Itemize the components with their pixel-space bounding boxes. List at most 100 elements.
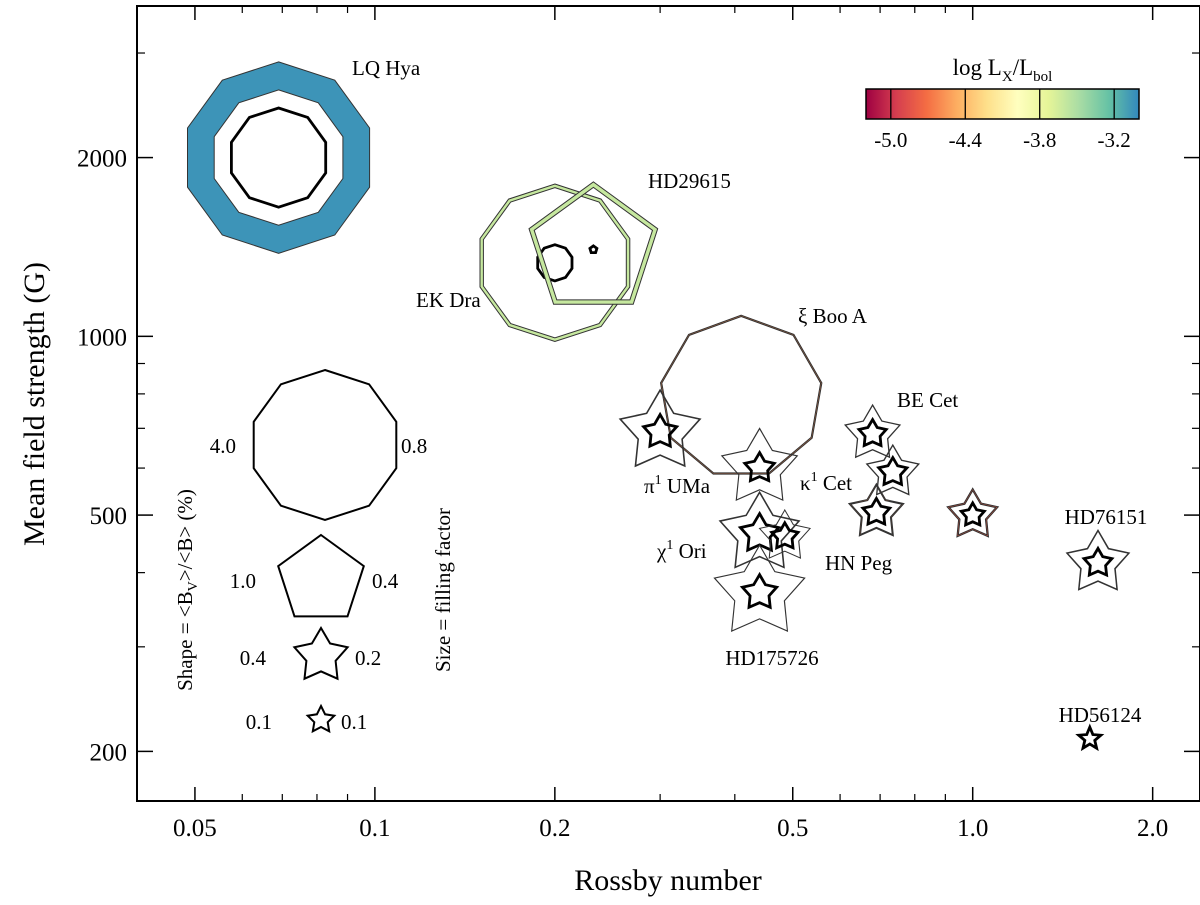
shape-size-legend: 4.0 0.8 1.0 0.4 0.4 0.2 0.1 0.1 Shape = <BV>/<B>…: [173, 368, 455, 734]
legend-shape-value-0: 4.0: [210, 434, 236, 458]
legend-shape-value-1: 1.0: [230, 569, 256, 593]
x-tick-label-4: 1.0: [957, 815, 988, 842]
x-tick-label-2: 0.2: [539, 815, 570, 842]
colorbar-title-sub1: X: [1002, 69, 1013, 85]
star-marker-band-0: [187, 61, 371, 254]
star-marker-band-9: [946, 487, 1000, 538]
star-label-main-4: π: [644, 474, 655, 498]
star-label-10: χ1 Ori: [656, 538, 707, 563]
star-label-main-6: BE Cet: [897, 388, 958, 412]
star-label-main-0: LQ Hya: [352, 56, 421, 80]
star-marker-outline-13: [1081, 545, 1115, 578]
star-marker-outline-8: [860, 495, 893, 527]
colorbar: -5.0 -4.4 -3.8 -3.2 log LX/Lbol: [865, 55, 1140, 152]
colorbar-title: log LX/Lbol: [953, 55, 1053, 85]
y-axis-title: Mean field strength (G): [18, 262, 51, 546]
star-marker-outline-2: [588, 244, 599, 254]
star-marker-outline-12: [739, 571, 780, 610]
star-marker-2: [528, 181, 659, 305]
star-marker-outline-11: [769, 520, 801, 551]
data-marks: [187, 61, 1131, 752]
x-tick-label-5: 2.0: [1137, 815, 1168, 842]
legend-shape-caption-end: >/<B> (%): [173, 489, 197, 581]
star-marker-12: [713, 544, 806, 633]
y-tick-label-2: 1000: [77, 324, 127, 351]
y-tick-label-0: 200: [90, 739, 128, 766]
star-label-main-14: HD56124: [1059, 703, 1142, 727]
y-tick-label-3: 2000: [77, 146, 127, 173]
star-label-2: HD29615: [648, 169, 731, 193]
star-marker-band-5: [720, 427, 799, 502]
star-label-sup-4: 1: [655, 473, 662, 488]
star-marker-7: [865, 443, 921, 496]
star-label-14: HD56124: [1059, 703, 1142, 727]
legend-size-value-0: 0.8: [401, 434, 427, 458]
star-label-sup-10: 1: [666, 538, 673, 553]
legend-shape-2: [292, 626, 350, 681]
colorbar-tick-label-3: -3.2: [1098, 128, 1131, 152]
star-label-12: HD175726: [725, 646, 818, 670]
star-label-end-4: UMa: [662, 474, 711, 498]
y-tick-label-1: 500: [90, 503, 128, 530]
legend-shape-0: [252, 368, 398, 522]
colorbar-tick-label-2: -3.8: [1023, 128, 1056, 152]
legend-size-value-1: 0.4: [372, 569, 399, 593]
star-marker-8: [847, 482, 905, 537]
star-label-main-12: HD175726: [725, 646, 818, 670]
colorbar-title-sub2: bol: [1033, 69, 1052, 85]
star-marker-band-3: [659, 314, 823, 475]
star-label-13: HD76151: [1065, 505, 1148, 529]
x-tick-label-0: 0.05: [173, 815, 217, 842]
star-label-end-5: Cet: [818, 471, 853, 495]
legend-entry-1: 1.0 0.4: [230, 533, 399, 618]
colorbar-tick-label-0: -5.0: [874, 128, 907, 152]
legend-shape-caption-sub: V: [186, 581, 201, 591]
star-label-4: π1 UMa: [644, 473, 711, 498]
legend-size-value-3: 0.1: [341, 710, 367, 734]
star-label-main-1: EK Dra: [416, 288, 481, 312]
star-marker-5: [720, 427, 799, 502]
star-marker-4: [618, 388, 702, 468]
legend-shape-3: [305, 703, 337, 734]
star-marker-0: [187, 61, 371, 254]
star-label-0: LQ Hya: [352, 56, 421, 80]
star-marker-outline-0: [230, 106, 328, 209]
star-marker-outline-5: [742, 449, 777, 483]
legend-entry-2: 0.4 0.2: [240, 626, 381, 681]
star-marker-14: [1075, 723, 1105, 752]
x-axis-title: Rossby number: [574, 864, 762, 897]
star-label-main-3: ξ Boo A: [798, 304, 868, 328]
star-marker-band-2: [528, 181, 659, 305]
star-marker-9: [946, 487, 1000, 538]
star-label-main-5: κ: [800, 471, 811, 495]
star-label-main-11: HN Peg: [825, 551, 893, 575]
star-marker-13: [1065, 529, 1131, 591]
x-tick-label-3: 0.5: [777, 815, 808, 842]
star-label-sup-5: 1: [811, 470, 818, 485]
star-marker-outline-9: [958, 500, 987, 528]
star-marker-3: [659, 314, 823, 475]
plot-frame: [136, 5, 1200, 802]
legend-size-value-2: 0.2: [355, 646, 381, 670]
star-marker-band-7: [865, 443, 921, 496]
star-marker-outline-7: [876, 454, 910, 487]
star-label-main-10: χ: [656, 539, 667, 563]
colorbar-title-mid: /L: [1013, 55, 1033, 80]
legend-shape-value-2: 0.4: [240, 646, 267, 670]
star-label-main-13: HD76151: [1065, 505, 1148, 529]
legend-shape-caption: Shape = <BV>/<B> (%): [173, 489, 201, 691]
star-marker-band-11: [758, 509, 812, 559]
legend-size-caption: Size = filling factor: [431, 508, 455, 672]
star-label-5: κ1 Cet: [800, 470, 852, 495]
star-marker-outline-6: [856, 416, 889, 448]
star-marker-outline-4: [640, 411, 680, 449]
colorbar-bar: [865, 88, 1140, 120]
star-marker-hole-14: [1082, 730, 1098, 746]
star-marker-band-13: [1065, 529, 1131, 591]
star-marker-11: [758, 509, 812, 559]
star-marker-band-6: [843, 403, 902, 459]
star-marker-6: [843, 403, 902, 459]
colorbar-title-main: log L: [953, 55, 1002, 80]
axes: 0.05 0.1 0.2 0.5 1.0 2.0 200 500 1000 2000: [77, 6, 1200, 842]
